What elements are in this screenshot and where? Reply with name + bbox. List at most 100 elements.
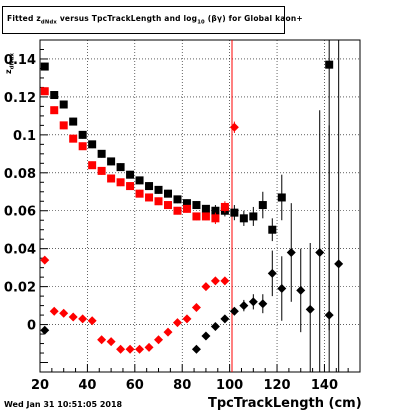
data-point-diamond	[210, 276, 220, 286]
data-point-square	[69, 134, 78, 143]
data-point-square	[50, 91, 59, 100]
data-point-diamond	[229, 306, 239, 316]
data-point-diamond	[191, 302, 201, 312]
data-point-square	[107, 174, 116, 183]
y-tick-label: 0.1	[13, 129, 36, 144]
timestamp-footer: Wed Jan 31 10:51:05 2018	[4, 400, 123, 409]
data-point-square	[154, 185, 163, 194]
data-point-square	[258, 201, 267, 210]
data-point-diamond	[78, 314, 88, 324]
data-point-diamond	[220, 276, 230, 286]
data-point-square	[78, 142, 87, 151]
data-point-diamond	[135, 344, 145, 354]
data-point-square	[201, 204, 210, 213]
data-point-diamond	[248, 297, 258, 307]
data-point-square	[50, 106, 59, 115]
data-point-diamond	[296, 285, 306, 295]
x-tick-label: 100	[216, 378, 243, 393]
x-tick-label: 80	[173, 378, 191, 393]
data-point-square	[116, 163, 125, 172]
data-point-diamond	[182, 314, 192, 324]
data-point-square	[220, 202, 229, 211]
plot-frame	[39, 39, 361, 373]
data-point-square	[78, 130, 87, 139]
data-point-diamond	[172, 318, 182, 328]
chart-title: Fitted zdNdx versus TpcTrackLength and l…	[7, 14, 303, 26]
y-tick-label: 0	[27, 319, 36, 334]
data-point-square	[325, 60, 334, 69]
data-point-square	[40, 87, 49, 96]
data-point-diamond	[97, 335, 107, 345]
y-tick-label: 0.08	[4, 167, 36, 182]
data-point-diamond	[125, 344, 135, 354]
data-point-square	[211, 214, 220, 223]
data-point-diamond	[305, 304, 315, 314]
data-point-square	[126, 182, 135, 191]
data-point-square	[173, 206, 182, 215]
data-point-diamond	[106, 337, 116, 347]
data-point-diamond	[59, 308, 69, 318]
data-point-square	[192, 212, 201, 221]
data-point-square	[201, 212, 210, 221]
data-point-diamond	[40, 325, 50, 335]
y-tick-label: 0.02	[4, 281, 36, 296]
y-tick-label: 0.12	[4, 91, 36, 106]
title-box: Fitted zdNdx versus TpcTrackLength and l…	[2, 6, 303, 34]
data-point-square	[164, 201, 172, 210]
data-point-diamond	[324, 310, 334, 320]
data-point-diamond	[68, 312, 78, 322]
data-point-square	[268, 225, 277, 234]
data-point-diamond	[144, 342, 154, 352]
data-point-square	[182, 204, 191, 213]
data-point-square	[182, 199, 191, 208]
data-point-square	[59, 100, 68, 109]
y-axis-label: zdNdx	[4, 53, 16, 74]
data-point-square	[97, 149, 106, 158]
x-tick-label: 40	[78, 378, 96, 393]
data-point-square	[145, 193, 154, 202]
data-point-diamond	[239, 301, 249, 311]
data-point-square	[249, 212, 258, 221]
x-tick-label: 140	[311, 378, 338, 393]
data-point-square	[192, 201, 201, 210]
data-point-square	[145, 182, 154, 191]
data-point-square	[135, 176, 144, 185]
data-point-square	[88, 161, 97, 170]
y-tick-label: 0.04	[4, 243, 36, 258]
data-point-diamond	[40, 255, 50, 265]
data-point-diamond	[154, 335, 164, 345]
data-point-square	[88, 140, 97, 149]
data-point-diamond	[277, 284, 287, 294]
data-point-square	[40, 62, 49, 71]
x-tick-label: 20	[31, 378, 49, 393]
data-point-square	[126, 170, 135, 179]
data-point-diamond	[315, 247, 325, 257]
data-point-square	[211, 206, 220, 215]
data-point-diamond	[49, 306, 59, 316]
data-point-diamond	[116, 344, 126, 354]
data-point-diamond	[229, 122, 239, 132]
data-point-diamond	[267, 268, 277, 278]
data-point-square	[277, 193, 286, 202]
data-point-diamond	[210, 321, 220, 331]
data-point-diamond	[163, 327, 173, 337]
data-point-square	[97, 166, 106, 175]
data-point-square	[230, 208, 239, 217]
y-tick-label: 0.06	[4, 205, 36, 220]
y-tick-label: 0.14	[4, 53, 36, 68]
data-point-diamond	[201, 282, 211, 292]
data-point-square	[59, 121, 68, 130]
data-point-square	[239, 214, 248, 223]
x-tick-label: 60	[126, 378, 144, 393]
data-point-square	[116, 178, 125, 187]
data-point-diamond	[334, 259, 344, 269]
data-point-diamond	[220, 314, 230, 324]
data-point-diamond	[258, 299, 268, 309]
x-tick-label: 120	[263, 378, 290, 393]
data-point-diamond	[286, 247, 296, 257]
data-point-square	[135, 189, 144, 198]
data-point-square	[154, 197, 163, 206]
data-point-diamond	[201, 331, 211, 341]
